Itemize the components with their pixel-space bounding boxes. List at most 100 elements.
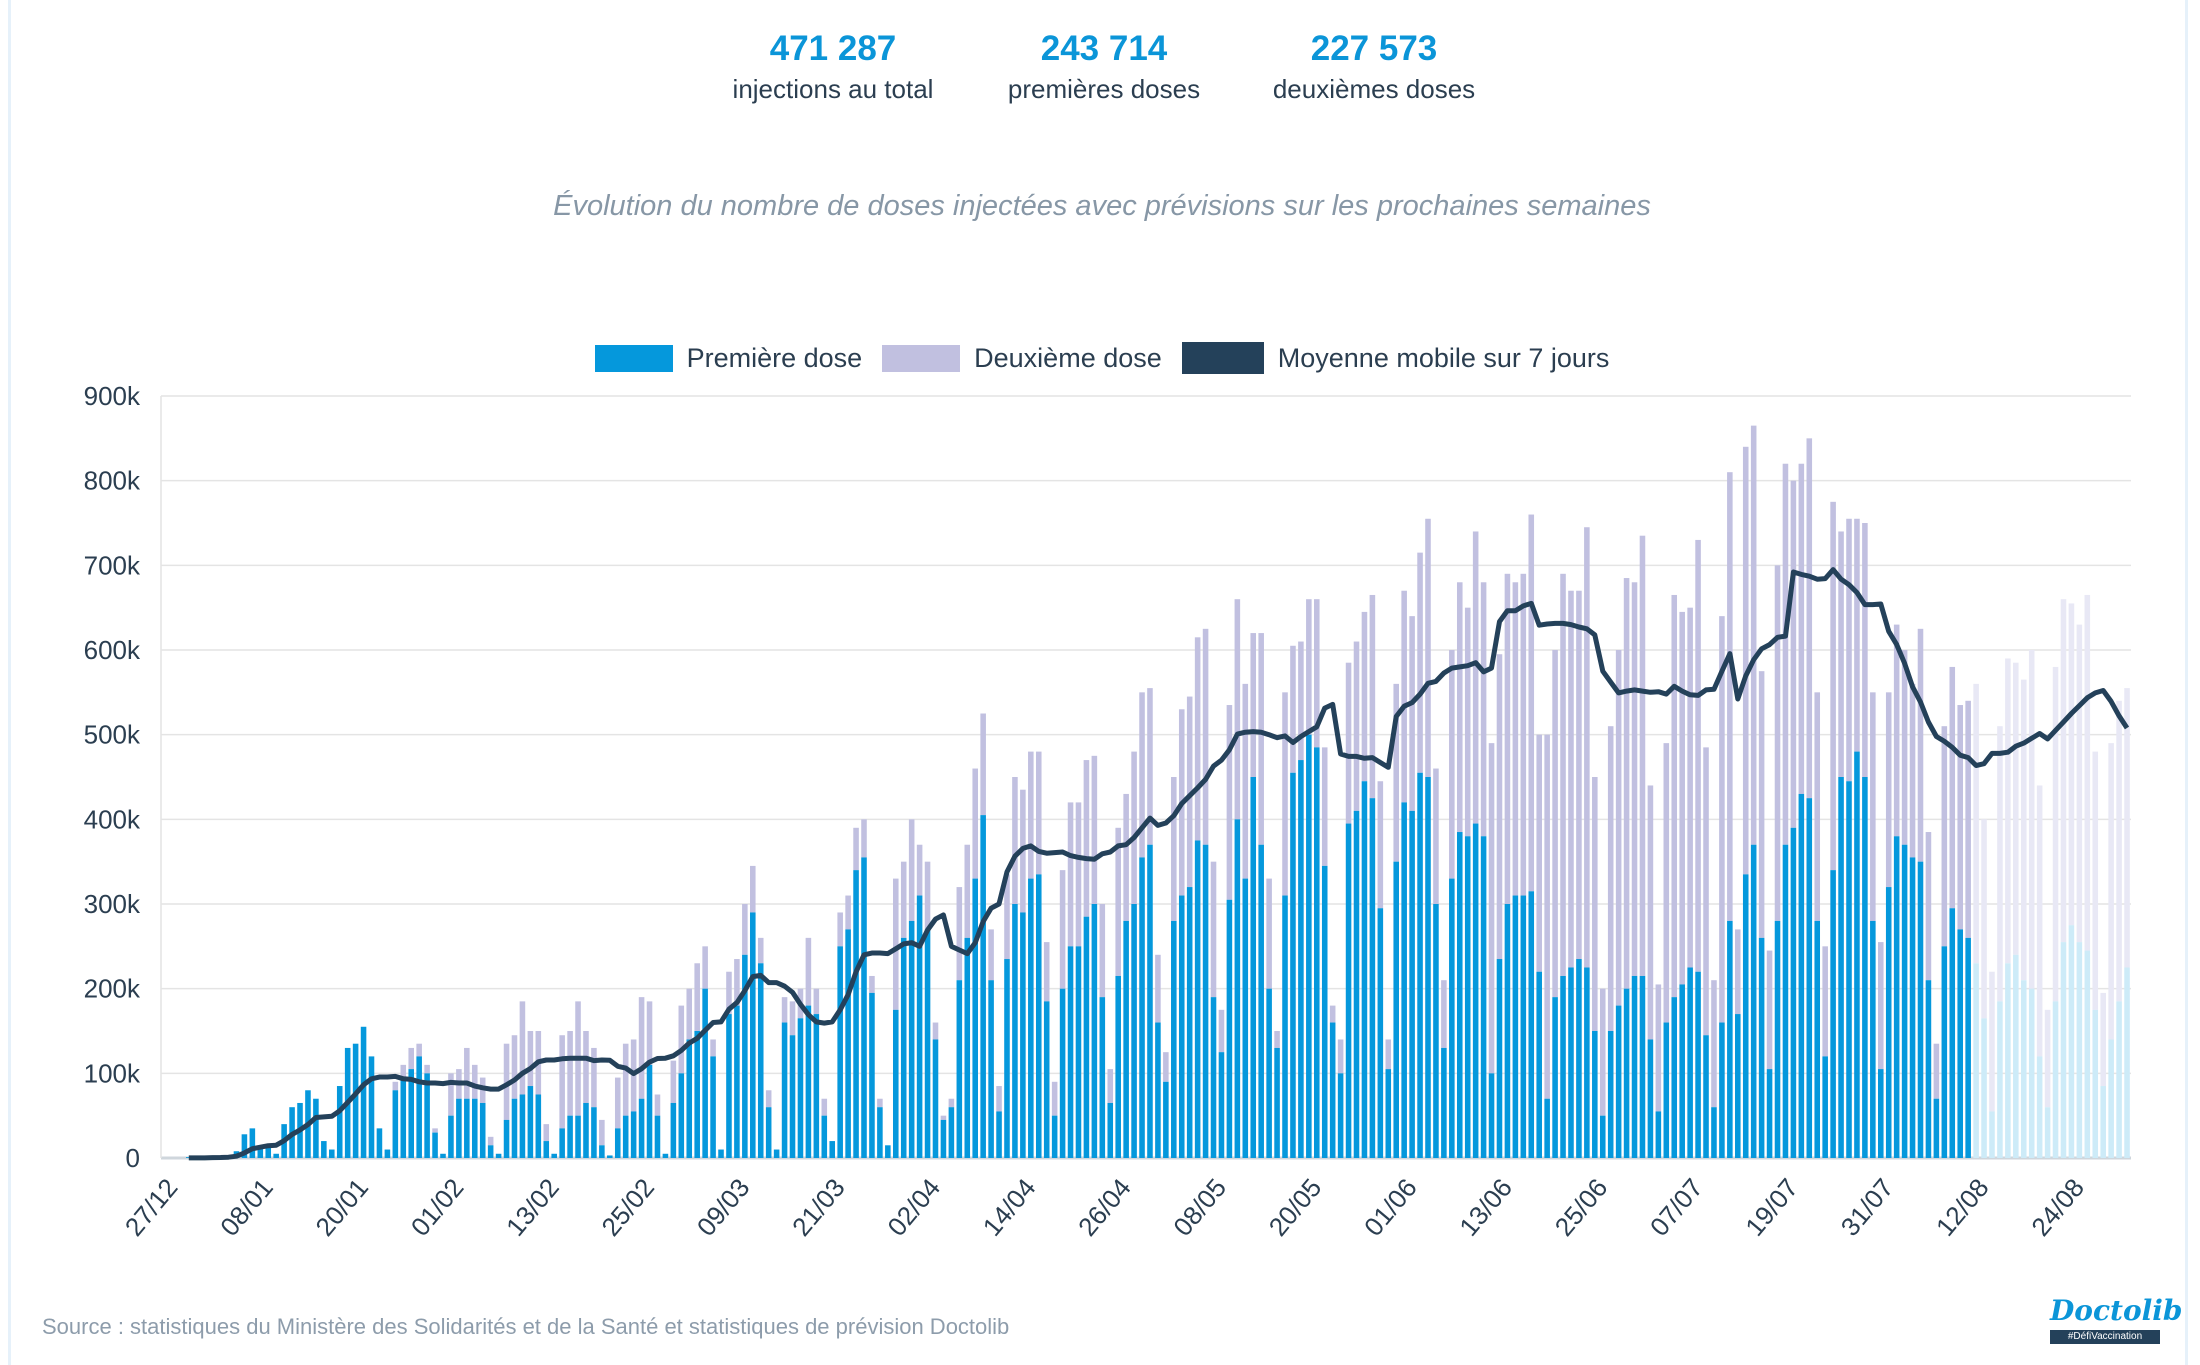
bar-premiere-dose: [1480, 836, 1487, 1158]
bar-deuxieme-dose: [1941, 726, 1948, 947]
bar-deuxieme-dose: [1671, 594, 1678, 998]
bar-deuxieme-dose: [1488, 743, 1495, 1074]
bar-premiere-dose: [1909, 857, 1916, 1158]
bar-deuxieme-dose: [1250, 633, 1257, 777]
bar-premiere-dose: [1576, 959, 1582, 1158]
bar-premiere-dose: [1742, 874, 1749, 1158]
bar-premiere-dose: [400, 1077, 407, 1158]
bar-deuxieme-dose: [1735, 929, 1741, 1015]
bar-premiere-dose: [1123, 920, 1129, 1158]
bar-deuxieme-dose: [956, 887, 963, 981]
bar-premiere-dose: [1623, 988, 1630, 1158]
bar-deuxieme-dose: [1862, 523, 1868, 777]
bar-premiere-dose: [1806, 798, 1813, 1158]
bar-premiere-dose: [1790, 827, 1797, 1158]
bar-deuxieme-dose: [543, 1124, 550, 1142]
bar-premiere-dose: [1901, 844, 1908, 1158]
bar-premiere-dose: [1329, 1022, 1336, 1158]
bar-deuxieme-dose: [2036, 785, 2043, 1057]
bar-deuxieme-dose: [400, 1064, 407, 1078]
bar-premiere-dose: [797, 1018, 804, 1158]
bar-deuxieme-dose: [1417, 552, 1423, 773]
x-tick-label: 20/05: [1263, 1173, 1328, 1242]
bar-deuxieme-dose: [813, 988, 820, 1015]
bar-deuxieme-dose: [1592, 777, 1598, 1031]
x-tick-label: 27/12: [119, 1173, 184, 1242]
bar-premiere-dose: [543, 1141, 550, 1158]
bar-deuxieme-dose: [1512, 582, 1519, 896]
bar-deuxieme-dose: [964, 844, 971, 938]
bar-premiere-dose: [2036, 1056, 2043, 1158]
bar-deuxieme-dose: [1893, 624, 1900, 837]
legend-item-moyenne[interactable]: Moyenne mobile sur 7 jours: [1181, 342, 1609, 374]
bar-deuxieme-dose: [1107, 1069, 1114, 1103]
bar-deuxieme-dose: [1917, 628, 1924, 862]
bar-deuxieme-dose: [1957, 705, 1963, 930]
bar-premiere-dose: [1933, 1098, 1940, 1158]
bar-premiere-dose: [1155, 1022, 1161, 1158]
bar-deuxieme-dose: [1226, 705, 1233, 900]
bar-premiere-dose: [591, 1107, 597, 1158]
x-tick-label: 12/08: [1930, 1173, 1995, 1242]
bar-premiere-dose: [2116, 1001, 2122, 1158]
bar-deuxieme-dose: [1441, 980, 1447, 1048]
bar-premiere-dose: [1735, 1014, 1741, 1158]
bar-deuxieme-dose: [1282, 692, 1288, 896]
bar-deuxieme-dose: [1409, 616, 1415, 811]
bar-deuxieme-dose: [1528, 514, 1535, 892]
bar-deuxieme-dose: [448, 1073, 454, 1116]
bar-deuxieme-dose: [1266, 878, 1272, 989]
bar-deuxieme-dose: [2124, 688, 2130, 968]
bar-premiere-dose: [1361, 781, 1368, 1158]
bar-premiere-dose: [654, 1115, 661, 1158]
bar-premiere-dose: [1107, 1102, 1114, 1158]
bar-premiere-dose: [1703, 1035, 1709, 1158]
x-tick-label: 14/04: [977, 1173, 1042, 1242]
bar-deuxieme-dose: [1830, 501, 1836, 871]
bar-deuxieme-dose: [1067, 802, 1074, 947]
bar-premiere-dose: [1456, 832, 1463, 1158]
bar-premiere-dose: [1409, 810, 1415, 1158]
bar-premiere-dose: [1544, 1098, 1550, 1158]
bar-premiere-dose: [678, 1073, 685, 1158]
bar-deuxieme-dose: [765, 1090, 772, 1108]
bar-premiere-dose: [908, 920, 915, 1158]
bar-premiere-dose: [1194, 840, 1201, 1158]
bar-premiere-dose: [1139, 857, 1145, 1158]
bar-premiere-dose: [1727, 920, 1733, 1158]
bar-premiere-dose: [1115, 975, 1121, 1158]
bar-premiere-dose: [265, 1145, 272, 1158]
x-tick-label: 25/06: [1549, 1173, 1614, 1242]
bar-premiere-dose: [1615, 1005, 1622, 1158]
bar-premiere-dose: [1393, 861, 1400, 1158]
bar-deuxieme-dose: [1814, 692, 1821, 921]
bar-premiere-dose: [1854, 751, 1860, 1158]
bar-deuxieme-dose: [1139, 692, 1145, 858]
bar-premiere-dose: [1020, 912, 1026, 1158]
bar-premiere-dose: [702, 988, 708, 1158]
bar-premiere-dose: [1496, 959, 1503, 1158]
bar-premiere-dose: [821, 1115, 828, 1158]
legend-label: Deuxième dose: [974, 342, 1162, 373]
bar-premiere-dose: [686, 1039, 693, 1158]
bar-premiere-dose: [638, 1098, 645, 1158]
bar-deuxieme-dose: [1123, 793, 1129, 921]
bar-premiere-dose: [837, 946, 843, 1158]
bar-deuxieme-dose: [1599, 988, 1606, 1116]
bar-deuxieme-dose: [1568, 590, 1574, 968]
bar-deuxieme-dose: [1361, 611, 1368, 782]
bar-deuxieme-dose: [1544, 734, 1550, 1099]
bar-premiere-dose: [718, 1149, 724, 1158]
bar-deuxieme-dose: [1997, 726, 2003, 1002]
x-tick-label: 13/02: [500, 1173, 565, 1242]
bar-premiere-dose: [1290, 772, 1296, 1158]
bar-deuxieme-dose: [2092, 751, 2099, 1010]
bar-deuxieme-dose: [1695, 539, 1701, 972]
bar-deuxieme-dose: [1385, 1039, 1392, 1070]
legend-item-deuxieme[interactable]: Deuxième dose: [882, 343, 1162, 374]
bar-premiere-dose: [1258, 844, 1264, 1158]
bar-deuxieme-dose: [1703, 747, 1709, 1036]
bar-premiere-dose: [329, 1149, 335, 1158]
legend-item-premiere[interactable]: Première dose: [594, 343, 862, 374]
bar-deuxieme-dose: [1480, 582, 1487, 837]
